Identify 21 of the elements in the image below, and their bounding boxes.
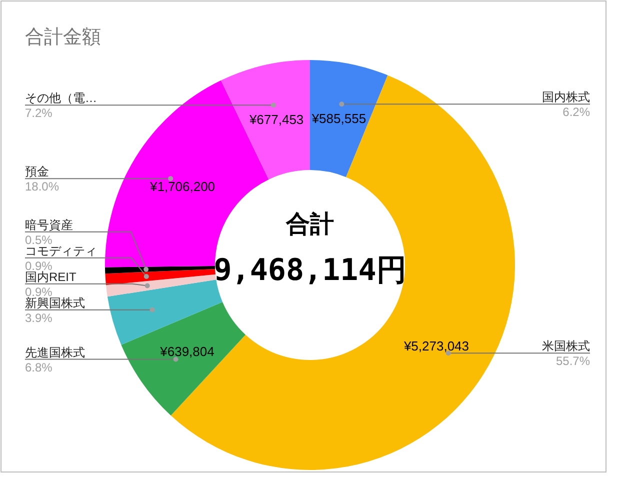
slice-label: 新興国株式 [25,296,85,310]
slice-label: 国内株式 [542,90,590,104]
text: 6.2% [562,105,590,120]
slice-label: 暗号資産 [25,218,73,232]
chart-title: 合計金額 [25,27,101,48]
slice-label: 預金 [25,164,49,179]
data-label: ¥5,273,043 [402,338,470,354]
slice-label: 米国株式 [542,339,590,354]
text: 6.8% [25,360,52,374]
data-label: ¥585,555 [310,110,366,126]
text: 合計 [285,210,334,238]
data-label: ¥639,804 [159,344,214,360]
data-label: ¥677,453 [248,112,304,127]
text: 18.0% [25,180,60,194]
text: 7.2% [25,106,52,120]
data-label: ¥1,706,200 [148,178,216,194]
text: 3.9% [25,310,52,325]
slice-label: その他（電… [25,91,97,106]
slice-label: 先進国株式 [25,345,85,360]
text: 9,468,114円 [214,253,406,288]
text: 55.7% [556,354,590,368]
